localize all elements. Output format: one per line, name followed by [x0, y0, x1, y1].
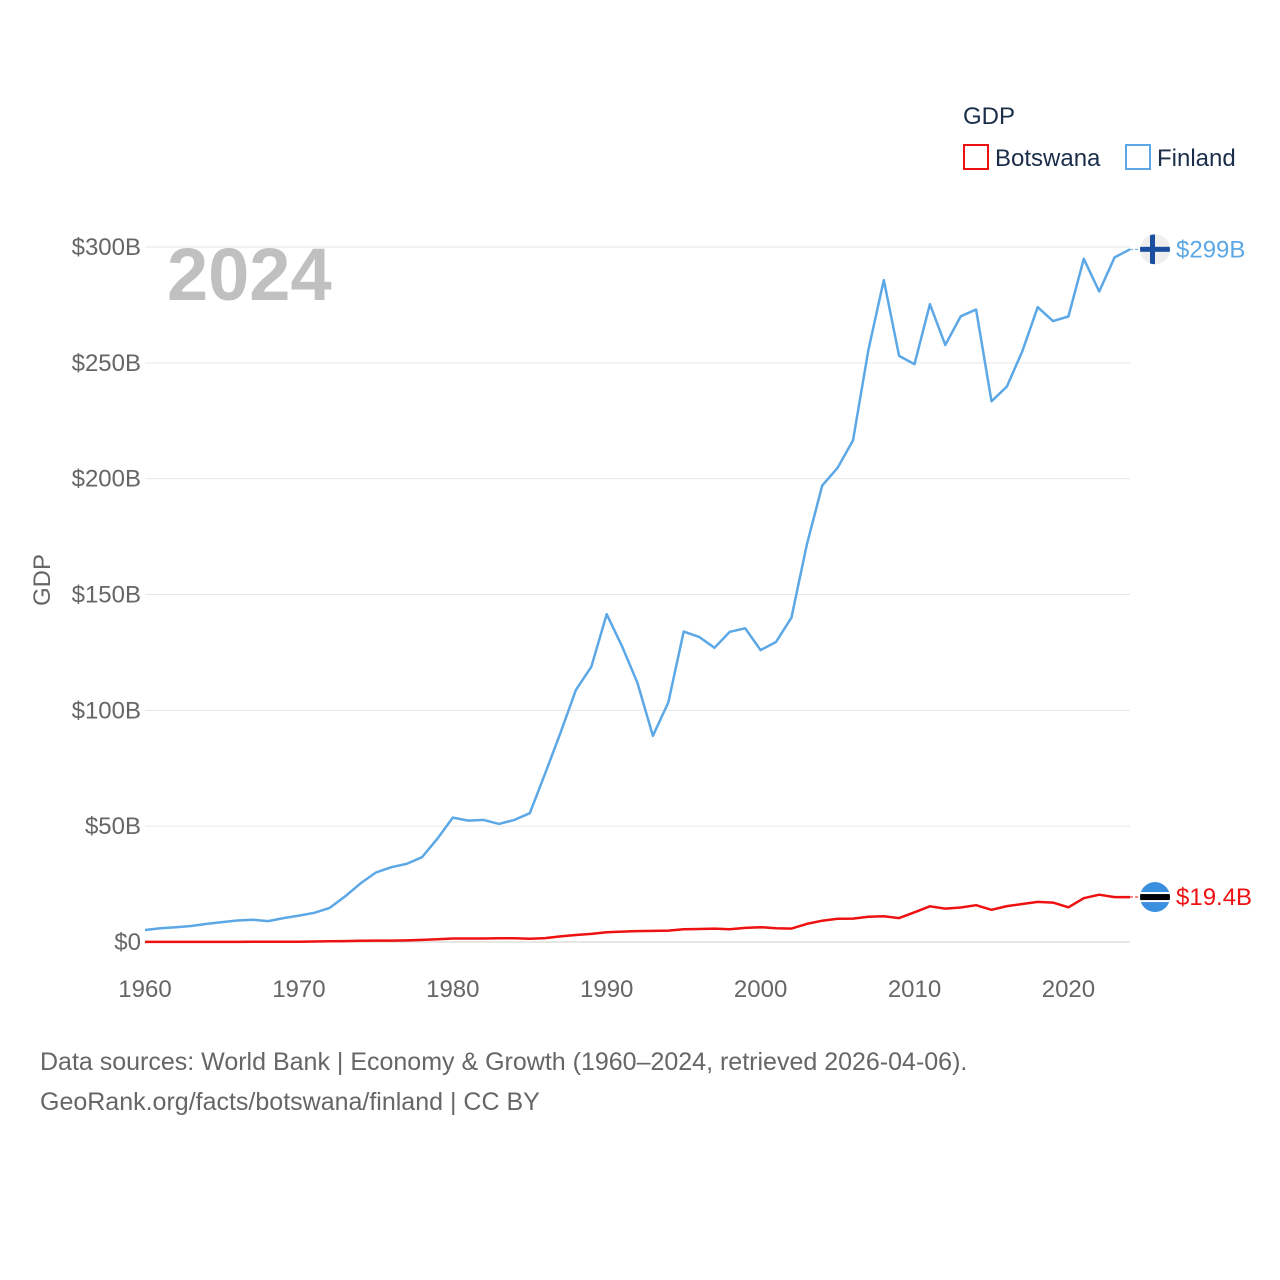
year-label: 2024 [167, 233, 332, 316]
x-axis-ticks: 1960 1970 1980 1990 2000 2010 2020 [118, 976, 1095, 1003]
y-tick-label: $100B [72, 697, 141, 724]
finland-flag-icon [1140, 234, 1170, 265]
series-lines [144, 248, 1131, 944]
y-tick-label: $0 [114, 929, 141, 956]
botswana-flag-icon [1140, 882, 1170, 913]
x-tick-label: 1960 [118, 976, 171, 1003]
gridlines [145, 246, 1130, 943]
attribution-link[interactable]: GeoRank.org/facts/botswana/finland | CC … [40, 1088, 540, 1116]
y-tick-label: $250B [72, 350, 141, 377]
x-tick-label: 2010 [888, 976, 941, 1003]
x-tick-label: 2000 [734, 976, 787, 1003]
legend-swatch-botswana[interactable] [963, 144, 989, 170]
x-tick-label: 1970 [272, 976, 325, 1003]
gdp-line-chart: $0 $50B $100B $150B $200B $250B $300B 1960 1970… [29, 103, 1252, 1003]
end-value-label-botswana: $19.4B [1176, 884, 1252, 911]
y-axis-label: GDP [29, 554, 56, 606]
series-line-botswana[interactable] [145, 893, 1130, 944]
data-sources-text: Data sources: World Bank | Economy & Gro… [40, 1048, 968, 1076]
y-axis-ticks: $0 $50B $100B $150B $200B $250B $300B [72, 234, 141, 956]
x-tick-label: 1980 [426, 976, 479, 1003]
y-tick-label: $150B [72, 582, 141, 609]
end-value-label-finland: $299B [1176, 236, 1245, 263]
series-end-markers: $19.4B $299B [1130, 234, 1252, 913]
legend-label-finland[interactable]: Finland [1157, 145, 1236, 172]
legend-title: GDP [963, 103, 1015, 130]
y-tick-label: $200B [72, 466, 141, 493]
y-tick-label: $300B [72, 234, 141, 261]
legend: GDP Botswana Finland [963, 103, 1236, 172]
y-tick-label: $50B [85, 813, 141, 840]
x-tick-label: 2020 [1042, 976, 1095, 1003]
footer: Data sources: World Bank | Economy & Gro… [40, 1042, 967, 1122]
series-line-finland[interactable] [144, 248, 1131, 932]
x-tick-label: 1990 [580, 976, 633, 1003]
legend-label-botswana[interactable]: Botswana [995, 145, 1101, 172]
legend-swatch-finland[interactable] [1125, 144, 1151, 170]
